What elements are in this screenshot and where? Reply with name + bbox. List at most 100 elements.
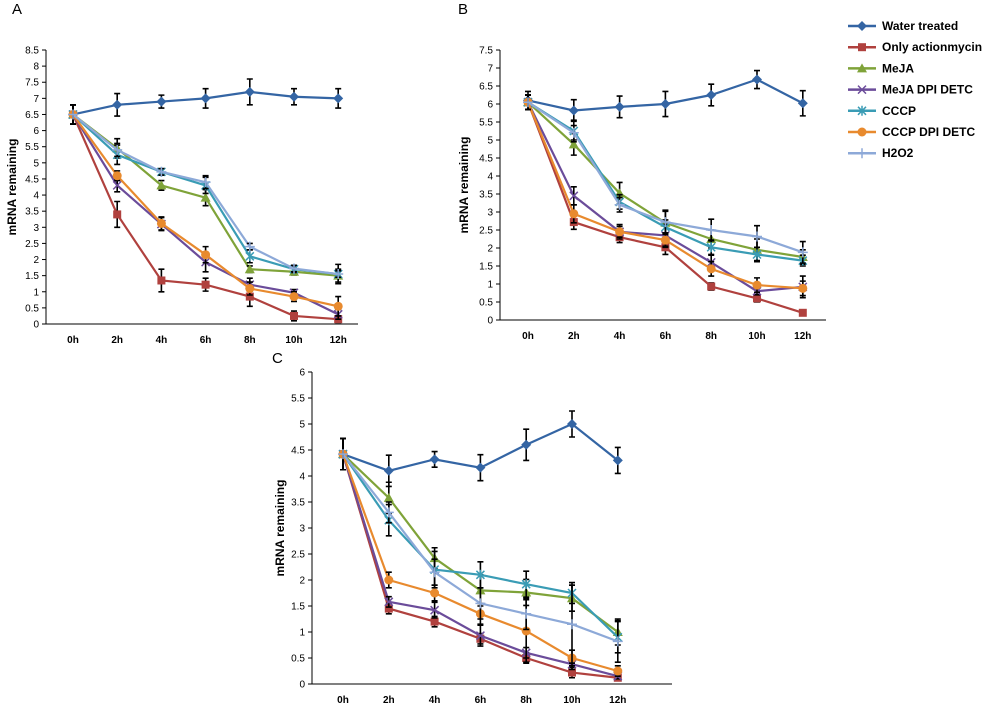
legend: Water treated Only actionmycin MeJA MeJA DP… [848, 19, 982, 160]
y-tick-label: 6 [33, 126, 39, 137]
data-point [613, 666, 623, 676]
x-tick-label: 10h [563, 695, 580, 706]
series-h2o2 [68, 104, 344, 280]
x-tick-label: 8h [705, 331, 717, 342]
data-point [475, 462, 486, 473]
y-tick-label: 4 [487, 172, 493, 183]
y-tick-label: 3.5 [25, 207, 39, 218]
data-point [383, 465, 394, 476]
x-tick-label: 10h [285, 335, 302, 346]
y-tick-label: 0 [33, 320, 39, 331]
legend-marker [857, 63, 867, 73]
y-tick-label: 5.5 [291, 394, 305, 405]
data-point [112, 180, 122, 190]
data-point [200, 93, 211, 104]
y-tick-label: 5 [299, 420, 305, 431]
data-point [523, 97, 533, 108]
data-point [797, 98, 808, 109]
series-h2o2 [338, 437, 623, 664]
data-point [752, 74, 762, 85]
data-point [244, 86, 255, 97]
x-tick-label: 2h [383, 695, 395, 706]
legend-label: Water treated [882, 19, 958, 33]
series-only-actionmycin [69, 104, 343, 324]
data-point [384, 604, 393, 613]
x-tick-label: 4h [429, 695, 441, 706]
data-point [567, 619, 577, 630]
legend-marker [857, 21, 867, 31]
data-point [475, 569, 485, 580]
x-tick-label: 6h [475, 695, 487, 706]
y-tick-label: 5.5 [479, 118, 493, 129]
chart-panel-a: A 0 0.5 1 1.5 2 2.5 3 3.5 4 4.5 5 5.5 6 6.5 7 7.5 8 8.5 0h 2… [5, 1, 358, 346]
y-tick-label: 2 [487, 244, 493, 255]
data-point [521, 608, 532, 619]
data-point [112, 171, 122, 181]
data-point [156, 166, 167, 177]
y-tick-label: 7.5 [25, 78, 39, 89]
data-point [429, 567, 440, 578]
data-point [475, 598, 486, 609]
y-tick-label: 3 [299, 524, 305, 535]
x-tick-label: 6h [200, 335, 212, 346]
legend-item-meja-dpi-detc: MeJA DPI DETC [848, 83, 973, 97]
y-tick-label: 6.5 [479, 82, 493, 93]
x-tick-label: 8h [520, 695, 532, 706]
y-tick-label: 3.5 [291, 498, 305, 509]
data-point [569, 209, 579, 219]
data-point [384, 597, 394, 607]
x-tick-label: 0h [337, 695, 349, 706]
data-point [245, 251, 255, 262]
legend-label: Only actionmycin [882, 40, 982, 54]
data-point [568, 127, 579, 138]
data-point [429, 454, 440, 465]
y-tick-label: 1.5 [479, 262, 493, 273]
data-point [156, 180, 167, 190]
y-tick-label: 5 [487, 136, 493, 147]
data-point [614, 101, 625, 112]
legend-item-cccp-dpi-detc: CCCP DPI DETC [848, 125, 975, 139]
legend-label: CCCP [882, 104, 916, 118]
data-point [244, 264, 255, 274]
y-axis-label: mRNA remaining [457, 137, 471, 234]
y-tick-label: 8 [33, 62, 39, 73]
data-point [430, 605, 440, 615]
y-tick-label: 2 [299, 576, 305, 587]
data-point [289, 292, 299, 302]
data-point [797, 247, 808, 258]
data-point [752, 249, 762, 260]
y-tick-label: 3 [487, 208, 493, 219]
data-point [156, 218, 166, 228]
data-point [333, 269, 344, 280]
y-tick-label: 2.5 [25, 239, 39, 250]
y-tick-label: 2 [33, 255, 39, 266]
data-point [156, 96, 167, 107]
y-tick-label: 6 [487, 100, 493, 111]
legend-label: H2O2 [882, 146, 914, 160]
x-tick-label: 8h [244, 335, 256, 346]
data-point [245, 292, 254, 301]
series-line [526, 101, 804, 314]
data-point [660, 217, 671, 228]
y-tick-label: 7 [33, 94, 39, 105]
panel-label: A [12, 1, 22, 18]
data-point [112, 144, 123, 155]
data-point [157, 276, 166, 285]
x-tick-label: 6h [660, 331, 672, 342]
y-tick-label: 7 [487, 64, 493, 75]
data-point [612, 636, 623, 647]
series-water-treated [68, 78, 344, 125]
data-point [200, 177, 211, 188]
data-point [612, 455, 623, 466]
legend-item-water-treated: Water treated [848, 19, 958, 33]
data-point [521, 439, 532, 450]
y-axis-label: mRNA remaining [273, 480, 287, 577]
data-point [201, 250, 211, 260]
legend-item-meja: MeJA [848, 61, 914, 75]
legend-marker [857, 148, 867, 159]
y-tick-label: 4 [33, 191, 39, 202]
x-tick-label: 12h [330, 335, 347, 346]
data-point [289, 263, 299, 274]
data-point [112, 99, 123, 110]
